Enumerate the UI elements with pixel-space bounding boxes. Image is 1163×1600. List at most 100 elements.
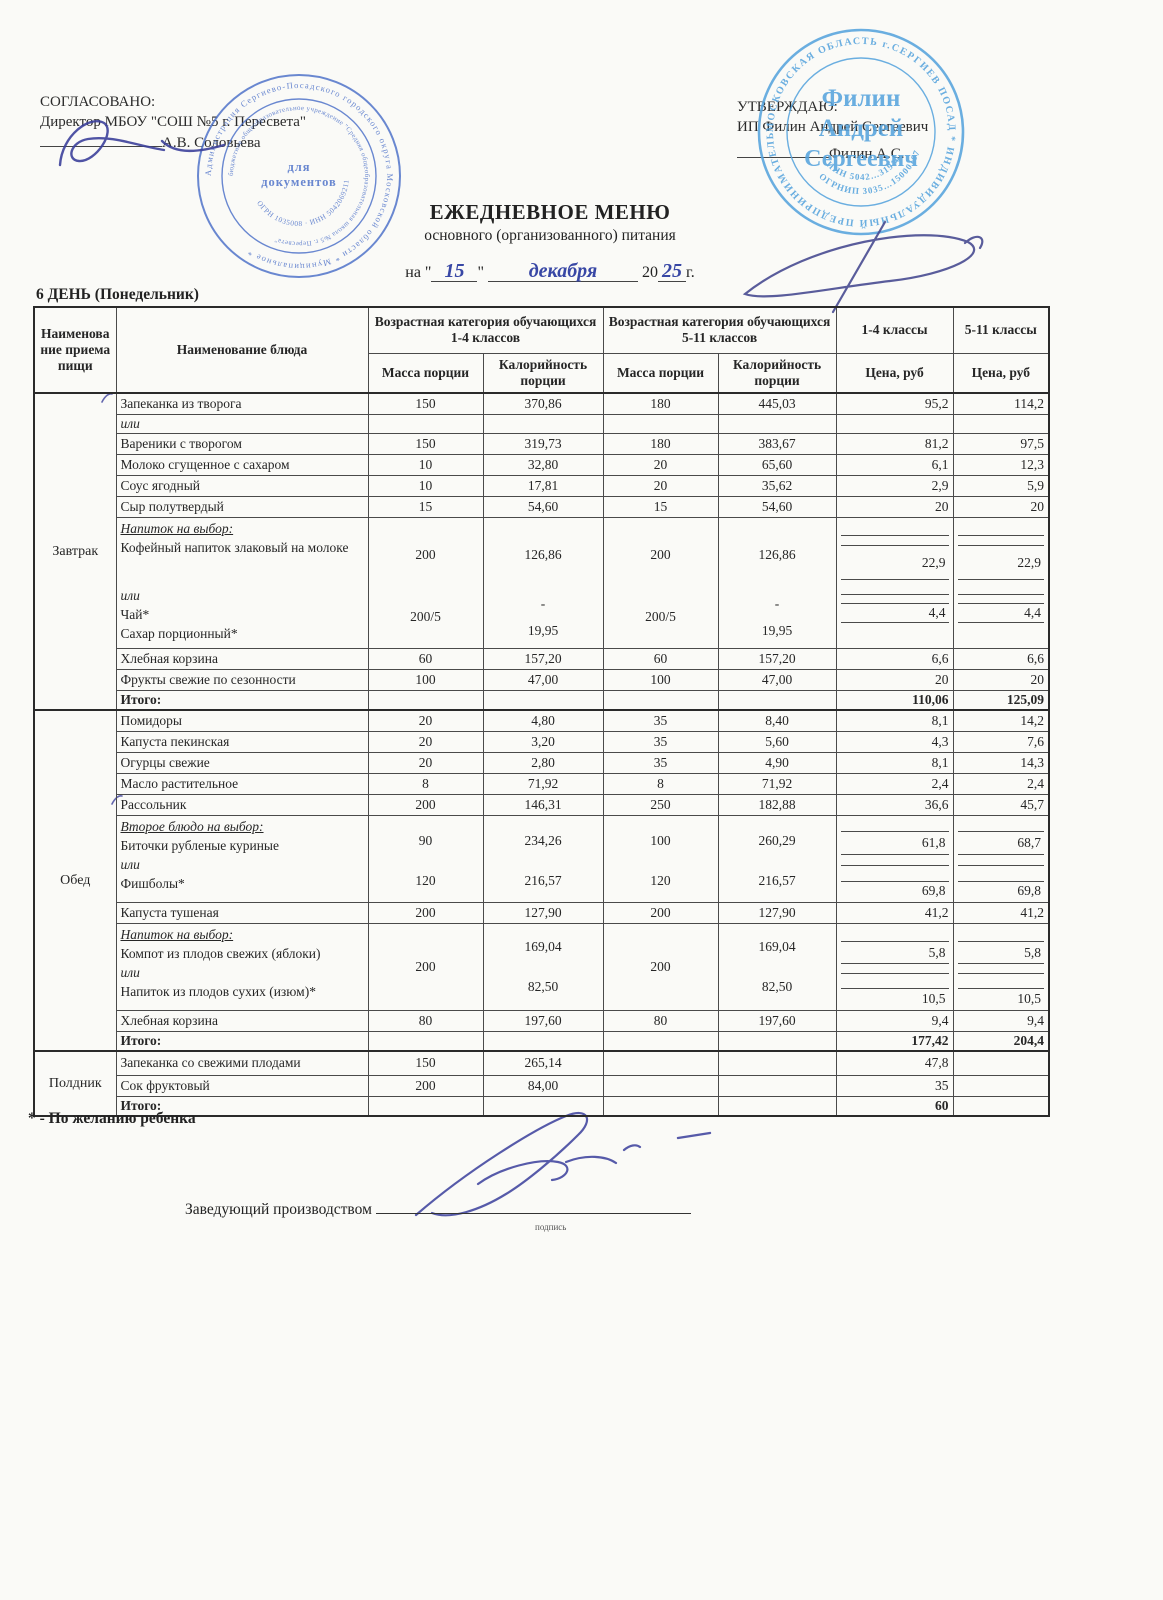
value-cell [602,413,719,434]
dish-line: или [120,856,140,872]
value-cell: 15 [367,495,484,518]
price-cell: 45,7 [952,793,1050,816]
price-cell: 95,2 [835,392,954,415]
table-row: Итого: 60 [34,1095,1050,1117]
approved-right-signer-line: Филин А.С. [737,143,928,164]
value-cell: 35 [602,751,719,774]
value-cell: 234,26 216,57 [482,814,604,903]
table-row: или [34,413,1050,434]
price-cell [952,1050,1050,1076]
value-cell: 32,80 [482,453,604,476]
entrepreneur-round-stamp: МОСКОВСКАЯ ОБЛАСТЬ г.СЕРГИЕВ ПОСАД * ИНД… [752,22,965,236]
stacked-value: 19,95 [761,622,793,638]
table-row: Огурцы свежие 20 2,80 35 4,90 8,1 14,3 [34,751,1050,774]
dish-line: или [120,587,140,603]
table-row: Молоко сгущенное с сахаром 10 32,80 20 65,60… [34,453,1050,476]
value-cell: 126,86 - 19,95 [717,516,837,649]
value-cell [602,1095,719,1117]
price-cell: 68,7 69,8 [952,814,1050,903]
col-header-group-1-4: Возрастная категория обучающихся 1-4 кла… [367,306,604,354]
stamp-center-text: Филин [822,85,901,112]
approved-left-title: СОГЛАСОВАНО: [40,94,156,110]
price-sub-row [958,817,1045,832]
value-cell: 200 [602,922,719,1011]
price-cell: 8,1 [835,751,954,774]
price-cell: 41,2 [835,901,954,924]
stacked-value: 82,50 [527,979,559,995]
stacked-value: 120 [650,872,671,888]
stacked-value: 19,95 [527,622,559,638]
price-cell: 6,1 [835,453,954,476]
price-cell: 204,4 [952,1030,1050,1052]
price-cell: 5,9 [952,474,1050,497]
dish-cell: Итого: [115,1030,369,1052]
table-row: Полдник Запеканка со свежими плодами 150 26… [33,1050,1050,1117]
entrepreneur-signature-ink [742,220,984,314]
value-cell: 71,92 [717,772,837,795]
table-row: Завтрак Запеканка из творога 150 370,86 180 4… [33,392,1050,711]
price-sub-row [957,865,1045,881]
dish-cell: Фрукты свежие по сезонности [115,668,369,691]
dish-cell: Соус ягодный [115,474,369,497]
date-prefix: на " [405,264,432,281]
dish-line: Напиток на выбор: [120,926,234,942]
value-cell: 90 120 [367,814,484,903]
price-sub-row [840,973,949,988]
value-cell: 84,00 [482,1074,604,1097]
stamp-center-text: для [287,160,310,174]
value-cell: 8,40 [717,709,837,732]
price-sub-row [840,534,949,546]
table-row: Масло растительное 8 71,92 8 71,92 2,4 2,4 [34,772,1050,795]
stacked-value: - [540,595,546,611]
dish-cell: Рассольник [115,793,369,816]
price-sub-row: 10,5 [957,987,1045,1009]
table-row: Сыр полутвердый 15 54,60 15 54,60 20 20 [34,495,1050,518]
meal-cell: Завтрак [33,392,117,711]
price-cell: 14,3 [952,751,1050,774]
price-sub-row: 61,8 [840,831,949,854]
price-cell: 6,6 [835,647,954,670]
price-sub-row [958,925,1045,942]
value-cell [482,413,604,434]
signature-caption: подпись [535,1222,567,1232]
price-sub-row [840,579,949,594]
dish-cell: Второе блюдо на выбор: Биточки рубленые к… [115,814,369,903]
value-cell: 169,04 82,50 [482,922,604,1011]
col-header-cal-5-11: Калорийность порции [717,352,837,394]
stacked-value: 126,86 [524,547,562,563]
value-cell: 150 [367,1050,484,1076]
col-header-mass-5-11: Масса порции [602,352,719,394]
value-cell: 47,00 [482,668,604,691]
dish-line: Кофейный напиток злаковый на молоке [120,539,349,555]
price-sub-row [840,853,949,865]
value-cell: 146,31 [482,793,604,816]
value-cell: 10 [367,474,484,497]
value-cell [367,689,484,711]
price-sub-row [957,534,1045,546]
price-cell: 114,2 [952,392,1050,415]
value-cell [602,689,719,711]
value-cell: 126,86 - 19,95 [482,516,604,649]
price-cell: 125,09 [952,689,1050,711]
value-cell: 319,73 [482,432,604,455]
dish-cell: Молоко сгущенное с сахаром [115,453,369,476]
price-sub-row [957,621,1045,647]
price-cell [952,1074,1050,1097]
price-cell: 9,4 [835,1009,954,1032]
value-cell: 54,60 [717,495,837,518]
menu-table: Наименование приема пищи Наименование бл… [33,306,1051,1117]
page-subtitle: основного (организованного) питания [424,227,676,244]
dish-cell: Сыр полутвердый [115,495,369,518]
meal-section: Обед Помидоры 20 4,80 35 8,40 8,1 14,2 Капуста п… [33,709,1050,1052]
price-cell: 12,3 [952,453,1050,476]
value-cell [717,1030,837,1052]
price-cell: 110,06 [835,689,954,711]
value-cell: 260,29 216,57 [717,814,837,903]
stacked-value: 216,57 [758,872,796,888]
price-sub-row [840,865,949,881]
value-cell [717,1050,837,1076]
price-cell: 61,8 69,8 [835,814,954,903]
title-block: ЕЖЕДНЕВНОЕ МЕНЮ основного (организованно… [160,200,940,282]
value-cell: 20 [367,709,484,732]
value-cell: 197,60 [482,1009,604,1032]
